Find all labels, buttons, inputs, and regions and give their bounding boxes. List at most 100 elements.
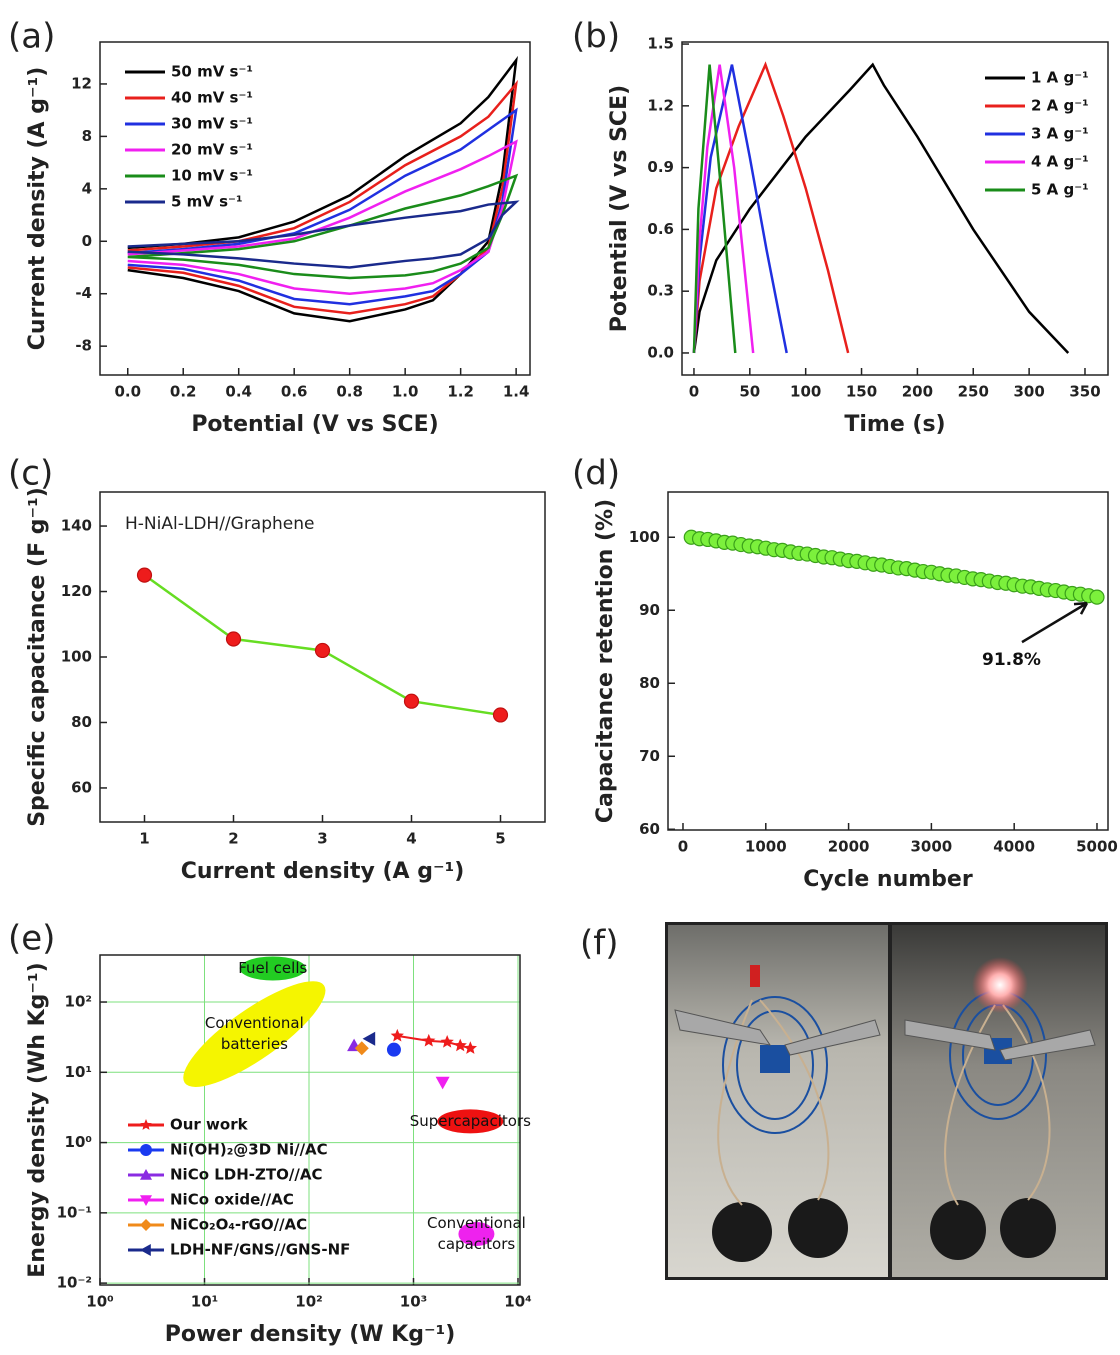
- plot-frame: [99, 41, 531, 376]
- chart-panel: (e) 10⁰ 10¹ 10² 10³ 10⁴ 10⁻² 10⁻¹ 10⁰ 10¹ 10² Power…: [8, 919, 532, 1348]
- x-tick-label: 0.0: [114, 383, 141, 401]
- x-tick-label: 300: [1013, 383, 1044, 401]
- chart-panel: (a) 0.0 0.2 0.4 0.6 0.8 1.0 1.2 1.4 -8 -4 0 4 8 12 Pote…: [8, 17, 531, 437]
- x-tick-label: 350: [1069, 383, 1100, 401]
- series-line: [692, 64, 737, 354]
- y-tick-label: 0.0: [647, 343, 674, 361]
- region: [458, 1221, 495, 1246]
- y-axis-title: Potential (V vs SCE): [607, 85, 632, 332]
- x-tick-label: 10¹: [191, 1293, 218, 1311]
- legend-label: 30 mV s⁻¹: [171, 115, 253, 133]
- photo-panel: (f): [580, 922, 1108, 1280]
- legend-label: NiCo₂O₄-rGO//AC: [170, 1216, 307, 1234]
- x-tick-label: 4000: [993, 838, 1035, 856]
- legend-label: 20 mV s⁻¹: [171, 141, 253, 159]
- series-line: [692, 61, 850, 354]
- x-axis-title: Current density (A g⁻¹): [181, 859, 465, 884]
- point: [225, 631, 242, 647]
- chart-panel: (b) 0 50 100 150 200 250 300 350 0.0 0.3 0.6 0.9 1.2 1…: [572, 17, 1109, 437]
- y-tick-label: 0.3: [647, 282, 674, 300]
- plot-frame: [667, 491, 1109, 831]
- panel-label: (b): [572, 17, 620, 57]
- y-tick-label: 60: [639, 820, 660, 838]
- y-tick-label: 1.5: [647, 35, 674, 53]
- y-tick-label: 60: [71, 778, 92, 796]
- led-glow: [972, 957, 1028, 1013]
- y-axis-title: Current density (A g⁻¹): [25, 67, 50, 351]
- legend-label: 4 A g⁻¹: [1031, 153, 1089, 171]
- x-tick-label: 1.2: [447, 383, 474, 401]
- x-tick-label: 150: [846, 383, 877, 401]
- point: [492, 707, 509, 723]
- x-tick-label: 10⁴: [504, 1293, 531, 1311]
- series-line: [127, 107, 518, 306]
- x-tick-label: 100: [790, 383, 821, 401]
- clips: [674, 1009, 1096, 1061]
- point: [1089, 589, 1105, 605]
- panel-label: (a): [8, 17, 55, 57]
- y-tick-label: 100: [629, 528, 660, 546]
- led: [750, 965, 760, 987]
- y-tick-label: 10²: [65, 993, 92, 1011]
- point: [422, 1033, 436, 1047]
- batteries: [712, 1198, 1056, 1262]
- legend-label: NiCo LDH-ZTO//AC: [170, 1166, 322, 1184]
- region-label: batteries: [221, 1035, 288, 1053]
- panel-label: (c): [8, 454, 53, 494]
- region: [239, 956, 306, 981]
- legend-label: 1 A g⁻¹: [1031, 69, 1089, 87]
- y-tick-label: 10¹: [65, 1063, 92, 1081]
- x-tick-label: 250: [958, 383, 989, 401]
- y-tick-label: 12: [71, 74, 92, 92]
- region-label: Fuel cells: [238, 959, 307, 977]
- legend-label: 5 A g⁻¹: [1031, 181, 1089, 199]
- legend-marker: [140, 1144, 152, 1156]
- point: [390, 1028, 404, 1042]
- annotation: 91.8%: [982, 650, 1041, 670]
- y-tick-label: 80: [639, 674, 660, 692]
- legend-marker: [140, 1195, 152, 1206]
- region-label: Conventional: [205, 1014, 304, 1032]
- x-tick-label: 1: [139, 830, 149, 848]
- series-line: [127, 79, 518, 315]
- x-tick-label: 3000: [911, 838, 953, 856]
- legend-marker: [140, 1219, 152, 1231]
- y-axis-title: Specific capacitance (F g⁻¹): [25, 487, 50, 827]
- region-label: Supercapacitors: [410, 1112, 531, 1130]
- x-tick-label: 1000: [745, 838, 787, 856]
- y-tick-label: -4: [75, 284, 92, 302]
- x-axis-title: Power density (W Kg⁻¹): [165, 1322, 456, 1347]
- plot-frame: [99, 491, 546, 823]
- y-tick-label: 120: [61, 582, 92, 600]
- y-tick-label: 140: [61, 517, 92, 535]
- region-label: capacitors: [438, 1235, 516, 1253]
- panel-label: (e): [8, 919, 55, 959]
- y-tick-label: 70: [639, 747, 660, 765]
- point: [453, 1038, 467, 1052]
- x-tick-label: 5: [495, 830, 505, 848]
- x-axis-title: Cycle number: [803, 867, 973, 892]
- legend-label: 2 A g⁻¹: [1031, 97, 1089, 115]
- point: [386, 1042, 401, 1057]
- y-tick-label: 10⁰: [65, 1133, 92, 1151]
- x-tick-label: 10³: [400, 1293, 427, 1311]
- legend-marker: [140, 1169, 152, 1180]
- legend-label: 5 mV s⁻¹: [171, 193, 243, 211]
- point: [435, 1076, 450, 1090]
- annotation-arrow: [1021, 601, 1089, 644]
- point: [136, 567, 153, 583]
- y-tick-label: 8: [82, 127, 92, 145]
- legend-label: Ni(OH)₂@3D Ni//AC: [170, 1141, 328, 1159]
- x-tick-label: 1.4: [503, 383, 530, 401]
- chart-panel: (c) 1 2 3 4 5 60 80 100 120 140 Current density (A …: [8, 454, 546, 884]
- x-tick-label: 4: [406, 830, 416, 848]
- chart-title: H-NiAl-LDH//Graphene: [125, 514, 314, 534]
- x-axis-title: Potential (V vs SCE): [191, 412, 438, 437]
- legend-marker: [140, 1119, 152, 1130]
- y-axis-title: Capacitance retention (%): [593, 499, 618, 823]
- y-tick-label: 10⁻¹: [57, 1203, 92, 1221]
- chart-panel: (d) 0 1000 2000 3000 4000 5000 60 70 80 90 100 Cycle…: [572, 454, 1118, 893]
- y-tick-label: 0: [82, 232, 92, 250]
- point: [440, 1034, 454, 1048]
